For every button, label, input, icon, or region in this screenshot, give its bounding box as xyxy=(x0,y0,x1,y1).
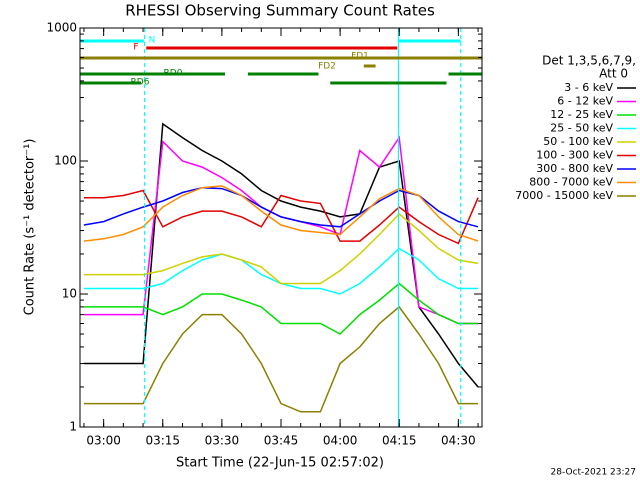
legend-label: 50 - 100 keV xyxy=(543,135,613,148)
series-line xyxy=(83,282,479,335)
legend-label: 12 - 25 keV xyxy=(550,108,613,121)
legend-label: 100 - 300 keV xyxy=(536,149,613,162)
y-tick-label: 10 xyxy=(62,287,77,301)
x-tick-label: 03:15 xyxy=(145,434,180,448)
series-line xyxy=(83,122,479,388)
y-tick-label: 1 xyxy=(69,420,77,434)
legend-title: Att 0 xyxy=(599,67,628,81)
x-tick-label: 03:30 xyxy=(205,434,240,448)
flag-label: F xyxy=(133,43,138,53)
legend-label: 25 - 50 keV xyxy=(550,122,613,135)
x-tick-label: 04:00 xyxy=(323,434,358,448)
legend-title: Det 1,3,5,6,7,9, xyxy=(542,54,636,68)
flag-label: RD6 xyxy=(131,78,150,88)
legend-label: 800 - 7000 keV xyxy=(529,176,613,189)
x-tick-label: 04:30 xyxy=(441,434,476,448)
footer: 28-Oct-2021 23:27 xyxy=(551,468,636,478)
legend-label: 7000 - 15000 keV xyxy=(515,189,613,202)
x-tick-label: 04:15 xyxy=(382,434,417,448)
y-tick-label: 1000 xyxy=(46,21,77,35)
x-tick-label: 03:00 xyxy=(86,434,121,448)
legend-label: 6 - 12 keV xyxy=(557,95,613,108)
legend-label: 3 - 6 keV xyxy=(564,81,613,94)
series-line xyxy=(83,305,479,413)
flag-label: FD1 xyxy=(351,52,369,62)
x-axis-label: Start Time (22-Jun-15 02:57:02) xyxy=(176,456,384,471)
series-line xyxy=(83,189,479,245)
series-line xyxy=(83,212,479,285)
flag-label: RD0 xyxy=(164,69,183,79)
x-tick-label: 03:45 xyxy=(264,434,299,448)
flag-label: FD2 xyxy=(318,62,336,72)
series-line xyxy=(83,185,479,242)
flag-label: N xyxy=(149,36,156,46)
y-axis-label: Count Rate (s⁻¹ detector⁻¹) xyxy=(23,139,38,316)
legend-label: 300 - 800 keV xyxy=(536,162,613,175)
series-line xyxy=(83,247,479,295)
y-tick-label: 100 xyxy=(54,154,77,168)
chart-title: RHESSI Observing Summary Count Rates xyxy=(125,2,435,20)
